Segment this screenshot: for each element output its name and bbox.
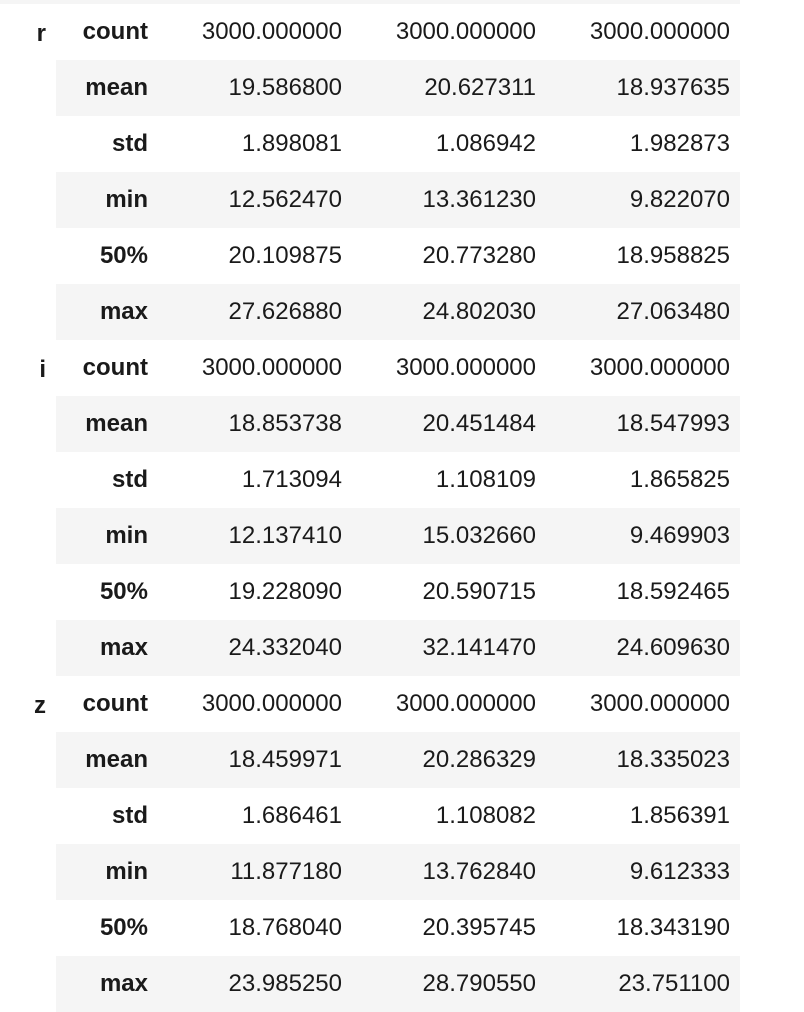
value-cell: 1.982873 [629, 130, 730, 157]
stat-label: 50% [99, 914, 148, 941]
stat-label: 50% [99, 578, 148, 605]
value-cell: 20.395745 [422, 914, 536, 941]
table-row: std 1.713094 1.108109 1.865825 [0, 452, 740, 508]
value-cell: 23.751100 [546, 956, 740, 1012]
group-label-z: z [0, 676, 56, 1012]
value-cell: 1.856391 [629, 802, 730, 829]
stat-label: mean [56, 396, 158, 452]
value-cell: 1.686461 [241, 802, 342, 829]
value-cell: 3000.000000 [201, 18, 342, 45]
value-cell: 9.469903 [546, 508, 740, 564]
value-cell: 3000.000000 [589, 354, 730, 381]
value-cell: 24.609630 [546, 620, 740, 676]
table-row: i count 3000.000000 3000.000000 3000.000000 [0, 340, 740, 676]
value-cell: 18.335023 [546, 732, 740, 788]
value-cell: 11.877180 [158, 844, 352, 900]
group-label-r: r [0, 4, 56, 340]
table-row: min 12.137410 15.032660 9.469903 [0, 508, 740, 564]
stat-label: min [56, 172, 158, 228]
table-row: mean 18.459971 20.286329 18.335023 [0, 732, 740, 788]
value-cell: 13.762840 [352, 844, 546, 900]
group-label-i: i [0, 340, 56, 676]
table-row: mean 19.586800 20.627311 18.937635 [0, 60, 740, 116]
describe-table-body: r count 3000.000000 3000.000000 3000.000000 m… [0, 4, 740, 1012]
stat-label: max [56, 620, 158, 676]
value-cell: 9.612333 [546, 844, 740, 900]
stat-label: std [112, 466, 148, 493]
value-cell: 20.109875 [228, 242, 342, 269]
stat-label: min [56, 508, 158, 564]
value-cell: 24.332040 [158, 620, 352, 676]
value-cell: 15.032660 [352, 508, 546, 564]
value-cell: 13.361230 [352, 172, 546, 228]
value-cell: 19.586800 [158, 60, 352, 116]
value-cell: 20.286329 [352, 732, 546, 788]
value-cell: 18.853738 [158, 396, 352, 452]
table-top-stripe [0, 0, 740, 4]
value-cell: 32.141470 [352, 620, 546, 676]
value-cell: 20.590715 [422, 578, 536, 605]
table-row: 50% 20.109875 20.773280 18.958825 [0, 228, 740, 284]
stat-label: mean [56, 732, 158, 788]
value-cell: 3000.000000 [201, 354, 342, 381]
value-cell: 12.137410 [158, 508, 352, 564]
table-row: z count 3000.000000 3000.000000 3000.000000 [0, 676, 740, 1012]
stat-label: max [56, 956, 158, 1012]
stat-label: count [82, 354, 148, 381]
value-cell: 23.985250 [158, 956, 352, 1012]
value-cell: 3000.000000 [201, 690, 342, 717]
value-cell: 20.773280 [422, 242, 536, 269]
value-cell: 27.626880 [158, 284, 352, 340]
value-cell: 3000.000000 [395, 354, 536, 381]
value-cell: 1.108082 [435, 802, 536, 829]
value-cell: 3000.000000 [395, 690, 536, 717]
value-cell: 1.108109 [435, 466, 536, 493]
stat-label: std [112, 130, 148, 157]
value-cell: 9.822070 [546, 172, 740, 228]
table-row: max 27.626880 24.802030 27.063480 [0, 284, 740, 340]
value-cell: 19.228090 [228, 578, 342, 605]
value-cell: 18.592465 [616, 578, 730, 605]
value-cell: 1.713094 [241, 466, 342, 493]
value-cell: 24.802030 [352, 284, 546, 340]
value-cell: 18.459971 [158, 732, 352, 788]
stat-label: min [56, 844, 158, 900]
table-row: min 12.562470 13.361230 9.822070 [0, 172, 740, 228]
table-row: std 1.898081 1.086942 1.982873 [0, 116, 740, 172]
value-cell: 20.451484 [352, 396, 546, 452]
value-cell: 3000.000000 [589, 690, 730, 717]
stat-label: count [82, 18, 148, 45]
value-cell: 18.547993 [546, 396, 740, 452]
value-cell: 18.937635 [546, 60, 740, 116]
value-cell: 28.790550 [352, 956, 546, 1012]
table-row: max 23.985250 28.790550 23.751100 [0, 956, 740, 1012]
stat-label: max [56, 284, 158, 340]
stat-label: mean [56, 60, 158, 116]
value-cell: 1.898081 [241, 130, 342, 157]
stat-label: count [82, 690, 148, 717]
value-cell: 3000.000000 [589, 18, 730, 45]
value-cell: 18.958825 [616, 242, 730, 269]
table-row: max 24.332040 32.141470 24.609630 [0, 620, 740, 676]
value-cell: 1.086942 [435, 130, 536, 157]
describe-table: r count 3000.000000 3000.000000 3000.000000 m… [0, 4, 740, 1012]
table-row: 50% 19.228090 20.590715 18.592465 [0, 564, 740, 620]
table-row: std 1.686461 1.108082 1.856391 [0, 788, 740, 844]
value-cell: 12.562470 [158, 172, 352, 228]
value-cell: 1.865825 [629, 466, 730, 493]
value-cell: 20.627311 [352, 60, 546, 116]
table-row: r count 3000.000000 3000.000000 3000.000000 [0, 4, 740, 340]
table-row: 50% 18.768040 20.395745 18.343190 [0, 900, 740, 956]
table-row: min 11.877180 13.762840 9.612333 [0, 844, 740, 900]
table-row: mean 18.853738 20.451484 18.547993 [0, 396, 740, 452]
value-cell: 27.063480 [546, 284, 740, 340]
value-cell: 3000.000000 [395, 18, 536, 45]
value-cell: 18.768040 [228, 914, 342, 941]
stat-label: std [112, 802, 148, 829]
stat-label: 50% [99, 242, 148, 269]
value-cell: 18.343190 [616, 914, 730, 941]
